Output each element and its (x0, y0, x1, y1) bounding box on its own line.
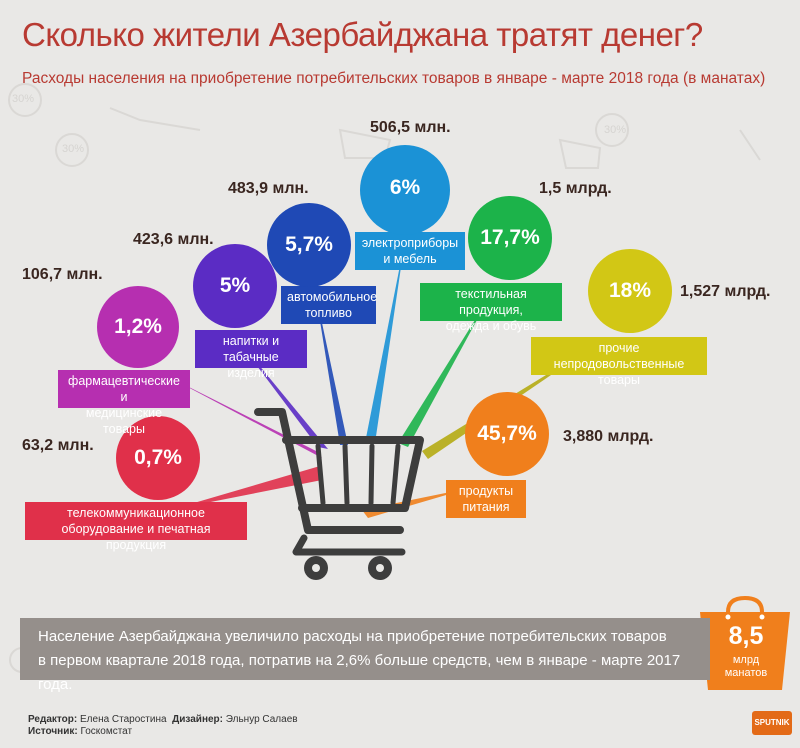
label-electro: электроприборы и мебель (361, 236, 459, 266)
label-box-food (446, 480, 526, 518)
circle-telecom (116, 416, 200, 500)
circle-pharma (97, 286, 179, 368)
decor-percent: 30% (604, 124, 627, 136)
amount-drinks: 423,6 млн. (133, 231, 214, 248)
percent-drinks: 5% (219, 274, 251, 297)
page-title: Сколько жители Азербайджана тратят денег… (22, 16, 703, 53)
ray-auto (315, 290, 348, 445)
circle-food (465, 392, 549, 476)
amount-auto: 483,9 млн. (228, 180, 309, 197)
label-box-auto (281, 286, 376, 324)
total-value: 8,5 (728, 622, 764, 650)
label-other: прочие непродовольственные товары (553, 341, 685, 387)
summary-text: Население Азербайджана увеличило расходы… (38, 628, 681, 693)
ray-telecom (170, 466, 322, 510)
page-subtitle: Расходы населения на приобретение потреб… (22, 70, 766, 87)
label-box-pharma (58, 370, 190, 408)
label-box-telecom (25, 502, 247, 540)
label-telecom: телекоммуникационное оборудование и печа… (61, 506, 211, 552)
label-box-drinks (195, 330, 307, 368)
label-auto: автомобильное топливо (287, 290, 378, 320)
shopping-bag-icon (700, 595, 790, 690)
sputnik-logo: SPUTNIK (752, 711, 792, 735)
percent-other: 18% (608, 279, 652, 302)
label-drinks: напитки и табачные изделия (222, 334, 280, 380)
percent-telecom: 0,7% (134, 446, 182, 469)
label-box-electro (355, 232, 465, 270)
percent-pharma: 1,2% (114, 315, 162, 338)
label-food: продукты питания (458, 484, 514, 514)
ray-textile (398, 296, 490, 447)
amount-electro: 506,5 млн. (370, 119, 451, 136)
percent-textile: 17,7% (480, 226, 540, 249)
total-unit: млрд манатов (724, 654, 768, 679)
shopping-cart-icon (254, 408, 424, 556)
summary-banner (20, 618, 710, 680)
ray-electro (365, 240, 405, 443)
amount-telecom: 63,2 млн. (22, 437, 94, 454)
percent-auto: 5,7% (285, 233, 333, 256)
amount-textile: 1,5 млрд. (539, 180, 612, 197)
circle-other (588, 249, 672, 333)
percent-electro: 6% (389, 176, 421, 199)
circle-electro (360, 145, 450, 235)
amount-other: 1,527 млрд. (680, 283, 771, 300)
amount-pharma: 106,7 млн. (22, 266, 103, 283)
ray-pharma (165, 375, 322, 458)
decor-percent: 30% (12, 93, 35, 105)
circle-drinks (193, 244, 277, 328)
percent-food: 45,7% (477, 422, 537, 445)
label-box-textile (420, 283, 562, 321)
credits: Редактор: Елена Старостина Дизайнер: Эль… (28, 714, 298, 737)
circle-auto (267, 203, 351, 287)
label-box-other (531, 337, 707, 375)
amount-food: 3,880 млрд. (563, 428, 654, 445)
label-textile: текстильная продукция, одежда и обувь (445, 287, 537, 333)
label-pharma: фармацевтические и медицинские товары (68, 374, 180, 436)
circle-textile (468, 196, 552, 280)
decor-percent: 30% (62, 143, 85, 155)
